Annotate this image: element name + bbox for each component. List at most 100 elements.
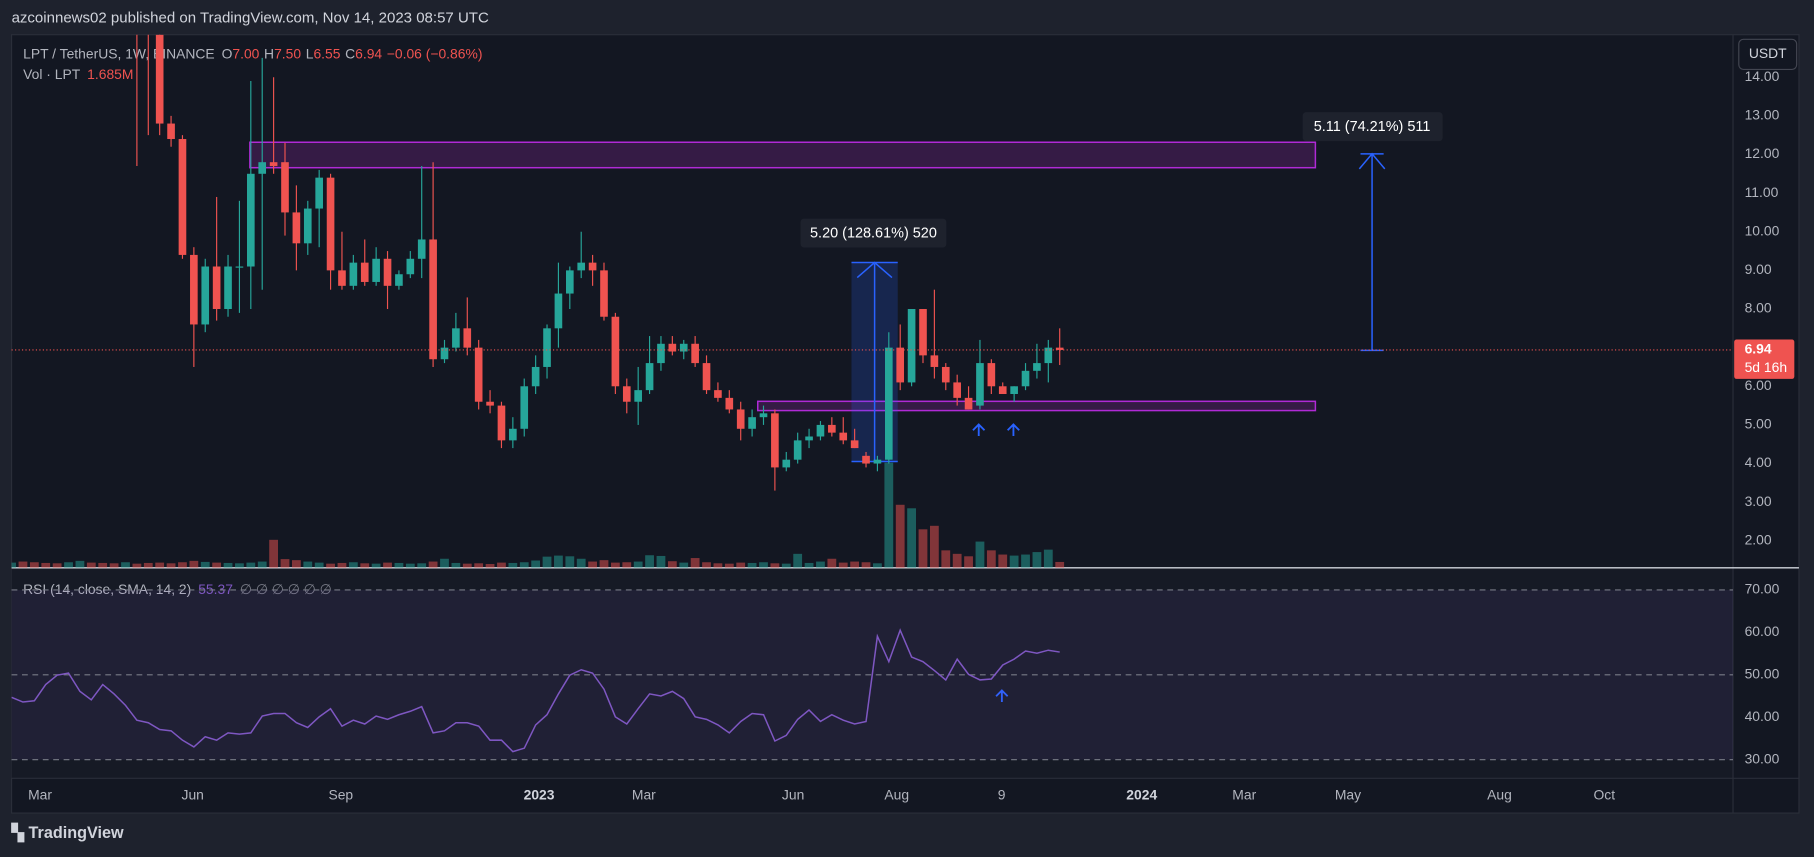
- volume-bar: [212, 562, 222, 568]
- volume-bar: [542, 556, 552, 568]
- y-tick-label: 5.00: [1745, 416, 1772, 432]
- volume-bar: [850, 561, 860, 568]
- ohlc-value: 6.94: [355, 45, 382, 61]
- ohlc-key: L: [306, 45, 314, 61]
- candle-body: [998, 386, 1007, 395]
- volume-bar: [360, 563, 370, 568]
- candle-body: [349, 262, 358, 286]
- volume-bar: [986, 550, 996, 568]
- candle-body: [406, 258, 415, 275]
- volume-bar: [497, 562, 506, 568]
- volume-bar: [417, 563, 427, 568]
- volume-bar: [200, 561, 210, 568]
- x-tick-label: Aug: [884, 786, 909, 802]
- candle-body: [440, 347, 449, 360]
- ohlc-key: O: [222, 45, 233, 61]
- y-tick-label: 11.00: [1745, 184, 1779, 200]
- candle-body: [873, 459, 882, 464]
- volume-bar: [873, 563, 882, 568]
- candle-body: [1021, 370, 1030, 387]
- y-tick-label: 8.00: [1745, 300, 1772, 316]
- candle-body: [896, 347, 905, 383]
- candle-body: [463, 328, 472, 348]
- volume-bar: [633, 561, 643, 568]
- y-tick-label: 3.00: [1745, 493, 1772, 509]
- volume-bar: [975, 541, 985, 568]
- volume-bar: [18, 561, 28, 568]
- volume-bar: [132, 563, 142, 568]
- candle-body: [645, 363, 654, 391]
- volume-bar: [451, 562, 461, 568]
- volume-bar: [622, 562, 632, 568]
- candle-body: [258, 162, 267, 174]
- candle-body: [622, 386, 631, 402]
- volume-bar: [964, 556, 973, 568]
- volume-bar: [702, 562, 711, 568]
- resistance-zone: [249, 141, 1317, 169]
- candle-body: [953, 382, 961, 398]
- volume-bar: [303, 561, 313, 568]
- volume-bar: [804, 562, 814, 568]
- candle-body: [668, 343, 677, 352]
- candle-body: [691, 343, 699, 364]
- volume-legend: Vol · LPT 1.685M: [23, 66, 133, 82]
- currency-label[interactable]: USDT: [1749, 45, 1787, 61]
- symbol-legend: LPT / TetherUS, 1W, BINANCE O7.00 H7.50 L6.…: [23, 45, 482, 61]
- volume-bar: [679, 562, 689, 568]
- volume-bar: [588, 561, 597, 568]
- volume-bar: [952, 553, 962, 568]
- volume-bar: [827, 558, 837, 568]
- volume-bar: [816, 561, 825, 568]
- volume-bar: [462, 563, 472, 568]
- candle-body: [360, 262, 369, 282]
- volume-bar: [724, 563, 734, 568]
- candle-body: [816, 424, 825, 437]
- y-tick-label: 9.00: [1745, 261, 1772, 277]
- candle-body: [771, 413, 779, 468]
- volume-bar: [1021, 554, 1030, 568]
- volume-bar: [713, 563, 723, 568]
- volume-bar: [690, 558, 700, 568]
- x-tick-label: May: [1335, 786, 1361, 802]
- candle-body: [417, 239, 426, 259]
- symbol: LPT / TetherUS, 1W, BINANCE: [23, 45, 215, 61]
- volume-bar: [793, 553, 803, 568]
- candle-body: [679, 343, 688, 352]
- volume-bar: [246, 562, 256, 568]
- candle-body: [930, 355, 939, 367]
- volume-bar: [291, 560, 301, 568]
- volume-bar: [29, 562, 39, 568]
- volume-bar: [895, 504, 905, 568]
- candle-body: [600, 270, 608, 317]
- volume-value: 1.685M: [87, 66, 133, 82]
- volume-bar: [1009, 555, 1019, 568]
- volume-bar: [178, 562, 187, 568]
- volume-bar: [394, 562, 404, 568]
- candle-body: [588, 262, 597, 271]
- volume-bar: [941, 550, 951, 568]
- candle-body: [178, 139, 187, 255]
- currency-button[interactable]: [1738, 38, 1798, 70]
- candle-body: [452, 328, 460, 348]
- volume-bar: [656, 555, 666, 568]
- x-tick-label: Aug: [1487, 786, 1512, 802]
- candle-body: [543, 328, 551, 367]
- candle-body: [212, 266, 221, 310]
- candle-body: [611, 316, 620, 387]
- candle-body: [1033, 363, 1041, 371]
- up-arrows: [972, 423, 1020, 703]
- candle-body: [292, 212, 301, 244]
- x-tick-label: 9: [998, 786, 1006, 802]
- price-pane: [11, 34, 1065, 568]
- y-tick-label: 14.00: [1745, 68, 1780, 84]
- published-line: azcoinnews02 published on TradingView.co…: [12, 9, 489, 26]
- candle-body: [1010, 386, 1018, 395]
- volume-bar: [11, 562, 16, 568]
- candle-body: [850, 440, 859, 449]
- volume-bar: [1032, 552, 1042, 568]
- rsi-extras: ∅ ∅ ∅ ∅ ∅ ∅: [240, 581, 332, 597]
- candle-body: [474, 347, 483, 402]
- candle-body: [395, 274, 403, 286]
- volume-bar: [770, 563, 780, 568]
- candle-body: [759, 413, 768, 418]
